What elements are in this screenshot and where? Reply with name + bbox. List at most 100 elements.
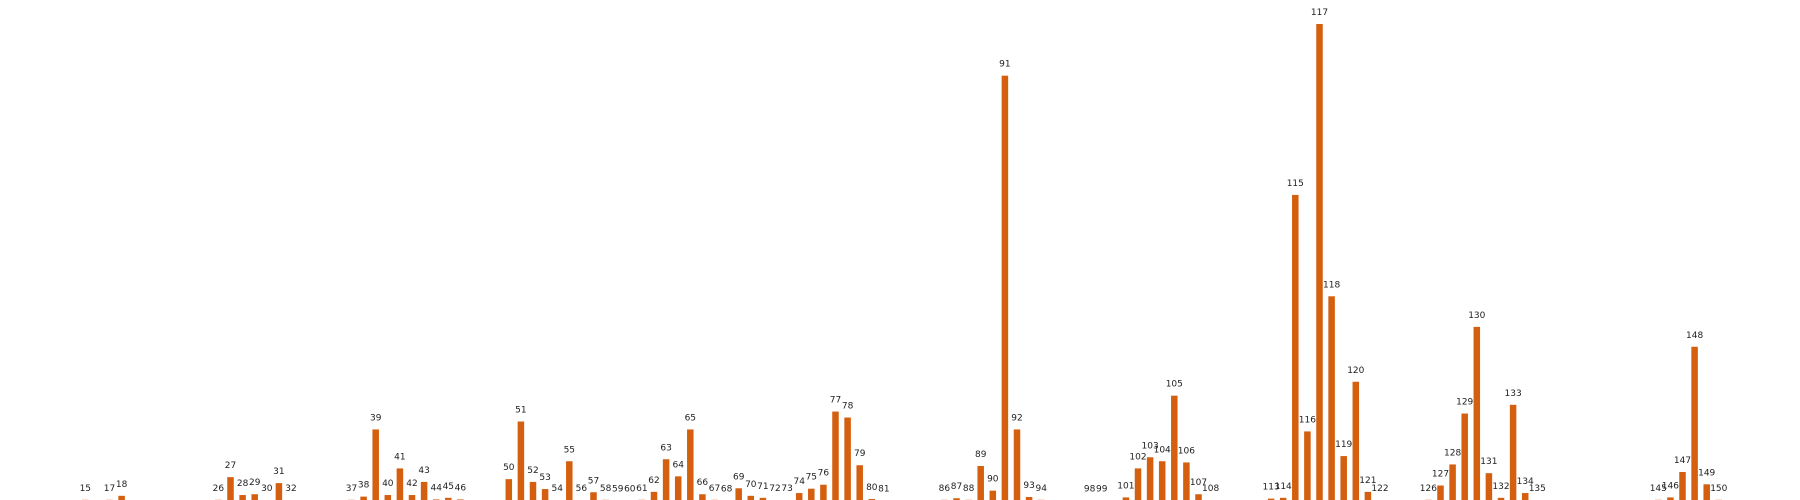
- data-label-57: 57: [588, 476, 599, 486]
- data-label-27: 27: [225, 461, 236, 471]
- data-label-132: 132: [1492, 482, 1509, 492]
- bar-63: [662, 459, 670, 500]
- bar-103: [1146, 457, 1154, 500]
- bar-147: [1679, 471, 1686, 500]
- bar-104: [1158, 461, 1166, 500]
- data-label-145: 145: [1650, 484, 1667, 494]
- bar-78: [844, 417, 851, 500]
- data-label-31: 31: [273, 467, 284, 477]
- bar-69: [735, 488, 742, 500]
- bar-106: [1183, 462, 1190, 500]
- bar-31: [275, 483, 283, 500]
- bar-107: [1195, 494, 1202, 500]
- bar-29: [251, 494, 258, 500]
- bar-40: [384, 495, 392, 500]
- bar-148: [1691, 346, 1698, 500]
- bar-28: [239, 495, 246, 500]
- data-label-55: 55: [564, 445, 575, 455]
- bar-45: [445, 497, 452, 500]
- data-label-67: 67: [709, 484, 720, 494]
- data-label-99: 99: [1096, 484, 1108, 494]
- bar-134: [1521, 493, 1529, 500]
- bar-38: [360, 496, 367, 500]
- data-label-104: 104: [1154, 445, 1171, 455]
- data-label-54: 54: [551, 484, 563, 494]
- data-label-90: 90: [987, 475, 999, 485]
- data-label-77: 77: [830, 396, 841, 406]
- data-label-29: 29: [249, 478, 261, 488]
- data-label-118: 118: [1323, 280, 1340, 290]
- bar-52: [529, 481, 537, 500]
- bar-132: [1497, 497, 1505, 500]
- data-label-59: 59: [612, 484, 624, 494]
- data-label-91: 91: [999, 60, 1010, 70]
- bar-146: [1667, 497, 1674, 500]
- bar-41: [396, 468, 404, 500]
- data-label-103: 103: [1142, 441, 1159, 451]
- bar-79: [856, 465, 863, 500]
- data-label-101: 101: [1117, 481, 1134, 491]
- data-label-122: 122: [1371, 484, 1388, 494]
- data-label-79: 79: [854, 449, 866, 459]
- data-label-121: 121: [1359, 476, 1376, 486]
- bar-121: [1364, 491, 1372, 500]
- bar-70: [747, 495, 755, 500]
- bar-129: [1461, 413, 1468, 500]
- bar-131: [1485, 473, 1493, 500]
- bar-71: [759, 497, 767, 500]
- bar-50: [505, 479, 513, 500]
- data-label-30: 30: [261, 484, 273, 494]
- bar-91: [1001, 75, 1009, 500]
- bar-102: [1134, 468, 1142, 500]
- bar-74: [795, 493, 803, 500]
- data-label-26: 26: [213, 484, 225, 494]
- bar-90: [989, 490, 997, 500]
- bar-75: [808, 488, 815, 500]
- bar-55: [566, 461, 573, 500]
- data-label-131: 131: [1480, 457, 1497, 467]
- data-label-86: 86: [939, 484, 951, 494]
- bar-76: [820, 484, 827, 500]
- bar-127: [1437, 485, 1444, 500]
- data-label-71: 71: [757, 482, 768, 492]
- bar-117: [1316, 24, 1323, 500]
- data-label-39: 39: [370, 413, 382, 423]
- data-label-72: 72: [769, 484, 780, 494]
- data-label-65: 65: [685, 413, 696, 423]
- data-label-38: 38: [358, 481, 370, 491]
- data-label-148: 148: [1686, 331, 1703, 341]
- data-label-114: 114: [1275, 482, 1292, 492]
- data-label-32: 32: [285, 484, 296, 494]
- data-label-62: 62: [648, 476, 659, 486]
- bar-18: [118, 495, 125, 500]
- data-label-116: 116: [1299, 415, 1316, 425]
- data-label-119: 119: [1335, 440, 1352, 450]
- data-label-40: 40: [382, 479, 394, 489]
- data-label-120: 120: [1347, 366, 1364, 376]
- data-label-69: 69: [733, 472, 745, 482]
- bar-101: [1122, 497, 1130, 500]
- data-label-42: 42: [406, 479, 417, 489]
- bar-133: [1509, 404, 1517, 500]
- data-label-46: 46: [455, 483, 467, 493]
- data-label-75: 75: [806, 473, 817, 483]
- data-label-37: 37: [346, 484, 357, 494]
- data-label-61: 61: [636, 484, 647, 494]
- bar-62: [650, 491, 658, 500]
- data-label-106: 106: [1178, 446, 1195, 456]
- data-label-105: 105: [1166, 380, 1183, 390]
- data-label-76: 76: [818, 469, 830, 479]
- data-label-28: 28: [237, 479, 249, 489]
- data-label-115: 115: [1287, 179, 1304, 189]
- bar-27: [227, 477, 234, 500]
- data-label-50: 50: [503, 463, 515, 473]
- bar-51: [517, 421, 525, 500]
- data-label-89: 89: [975, 450, 987, 460]
- bar-57: [590, 492, 597, 500]
- bar-149: [1703, 484, 1710, 500]
- data-label-135: 135: [1529, 484, 1546, 494]
- data-label-74: 74: [793, 477, 805, 487]
- data-label-107: 107: [1190, 478, 1207, 488]
- bar-53: [541, 489, 549, 500]
